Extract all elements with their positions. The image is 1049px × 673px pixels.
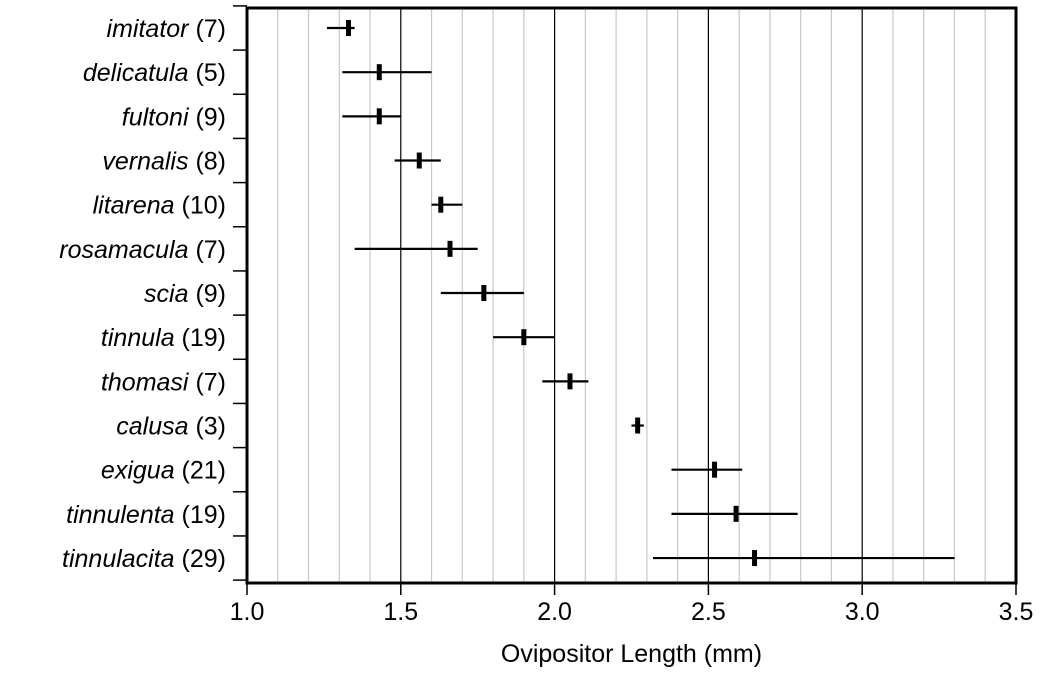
- sample-count: (7): [189, 368, 227, 396]
- species-label: litarena (10): [93, 192, 226, 220]
- species-name: vernalis: [102, 148, 188, 176]
- data-marks: [326, 20, 955, 567]
- sample-count: (3): [189, 413, 227, 441]
- grid: [277, 8, 986, 583]
- species-name: imitator: [107, 15, 191, 43]
- mean-marker: [481, 285, 487, 302]
- species-name: fultoni: [122, 103, 190, 131]
- species-label: scia (9): [144, 280, 226, 308]
- species-label: rosamacula (7): [59, 236, 226, 264]
- x-tick-label: 1.5: [383, 598, 418, 626]
- mean-marker: [635, 417, 641, 434]
- mean-marker: [346, 20, 352, 36]
- mean-marker: [521, 329, 527, 346]
- species-name: delicatula: [83, 59, 189, 87]
- x-tick-label: 3.0: [845, 598, 880, 626]
- mean-marker: [733, 505, 739, 522]
- species-name: thomasi: [101, 368, 190, 396]
- sample-count: (19): [175, 324, 226, 352]
- x-tick-label: 2.0: [537, 598, 572, 626]
- x-tick-labels: 1.0 1.5 2.0 2.5 3.0 3.5: [230, 598, 1034, 626]
- species-label: tinnula (19): [101, 324, 226, 352]
- sample-count: (7): [189, 15, 227, 43]
- x-axis-title: Ovipositor Length (mm): [501, 640, 762, 668]
- x-tick-label: 1.0: [230, 598, 265, 626]
- species-label: calusa (3): [116, 413, 226, 441]
- x-tick-label: 3.5: [999, 598, 1034, 626]
- sample-count: (9): [189, 280, 227, 308]
- species-name: scia: [144, 280, 189, 308]
- sample-count: (8): [189, 148, 227, 176]
- mean-marker: [567, 373, 573, 390]
- mean-marker: [447, 240, 453, 257]
- axis-ticks: [233, 5, 1017, 595]
- sample-count: (29): [175, 545, 226, 573]
- species-name: tinnulacita: [62, 545, 175, 573]
- species-label: exigua (21): [101, 457, 226, 485]
- species-label: tinnulenta (19): [66, 501, 226, 529]
- mean-marker: [416, 152, 422, 169]
- species-label: imitator (7): [107, 15, 226, 43]
- species-label: tinnulacita (29): [62, 545, 226, 573]
- species-name: litarena: [93, 192, 175, 220]
- species-name: tinnulenta: [66, 501, 175, 529]
- species-label: thomasi (7): [101, 368, 226, 396]
- x-tick-label: 2.5: [691, 598, 726, 626]
- sample-count: (19): [175, 501, 226, 529]
- sample-count: (10): [175, 192, 226, 220]
- species-label: fultoni (9): [122, 103, 226, 131]
- mean-marker: [752, 550, 758, 567]
- category-labels: imitator (7)delicatula (5)fultoni (9)ver…: [59, 15, 226, 573]
- mean-marker: [712, 461, 718, 478]
- sample-count: (9): [189, 103, 227, 131]
- plot-frame: [245, 6, 1018, 585]
- sample-count: (21): [175, 457, 226, 485]
- species-name: exigua: [101, 457, 175, 485]
- species-label: delicatula (5): [83, 59, 226, 87]
- mean-marker: [376, 108, 382, 125]
- mean-marker: [376, 64, 382, 81]
- mean-marker: [438, 196, 444, 213]
- sample-count: (7): [189, 236, 227, 264]
- species-name: calusa: [116, 413, 188, 441]
- species-name: tinnula: [101, 324, 175, 352]
- species-label: vernalis (8): [102, 148, 226, 176]
- sample-count: (5): [189, 59, 227, 87]
- species-name: rosamacula: [59, 236, 188, 264]
